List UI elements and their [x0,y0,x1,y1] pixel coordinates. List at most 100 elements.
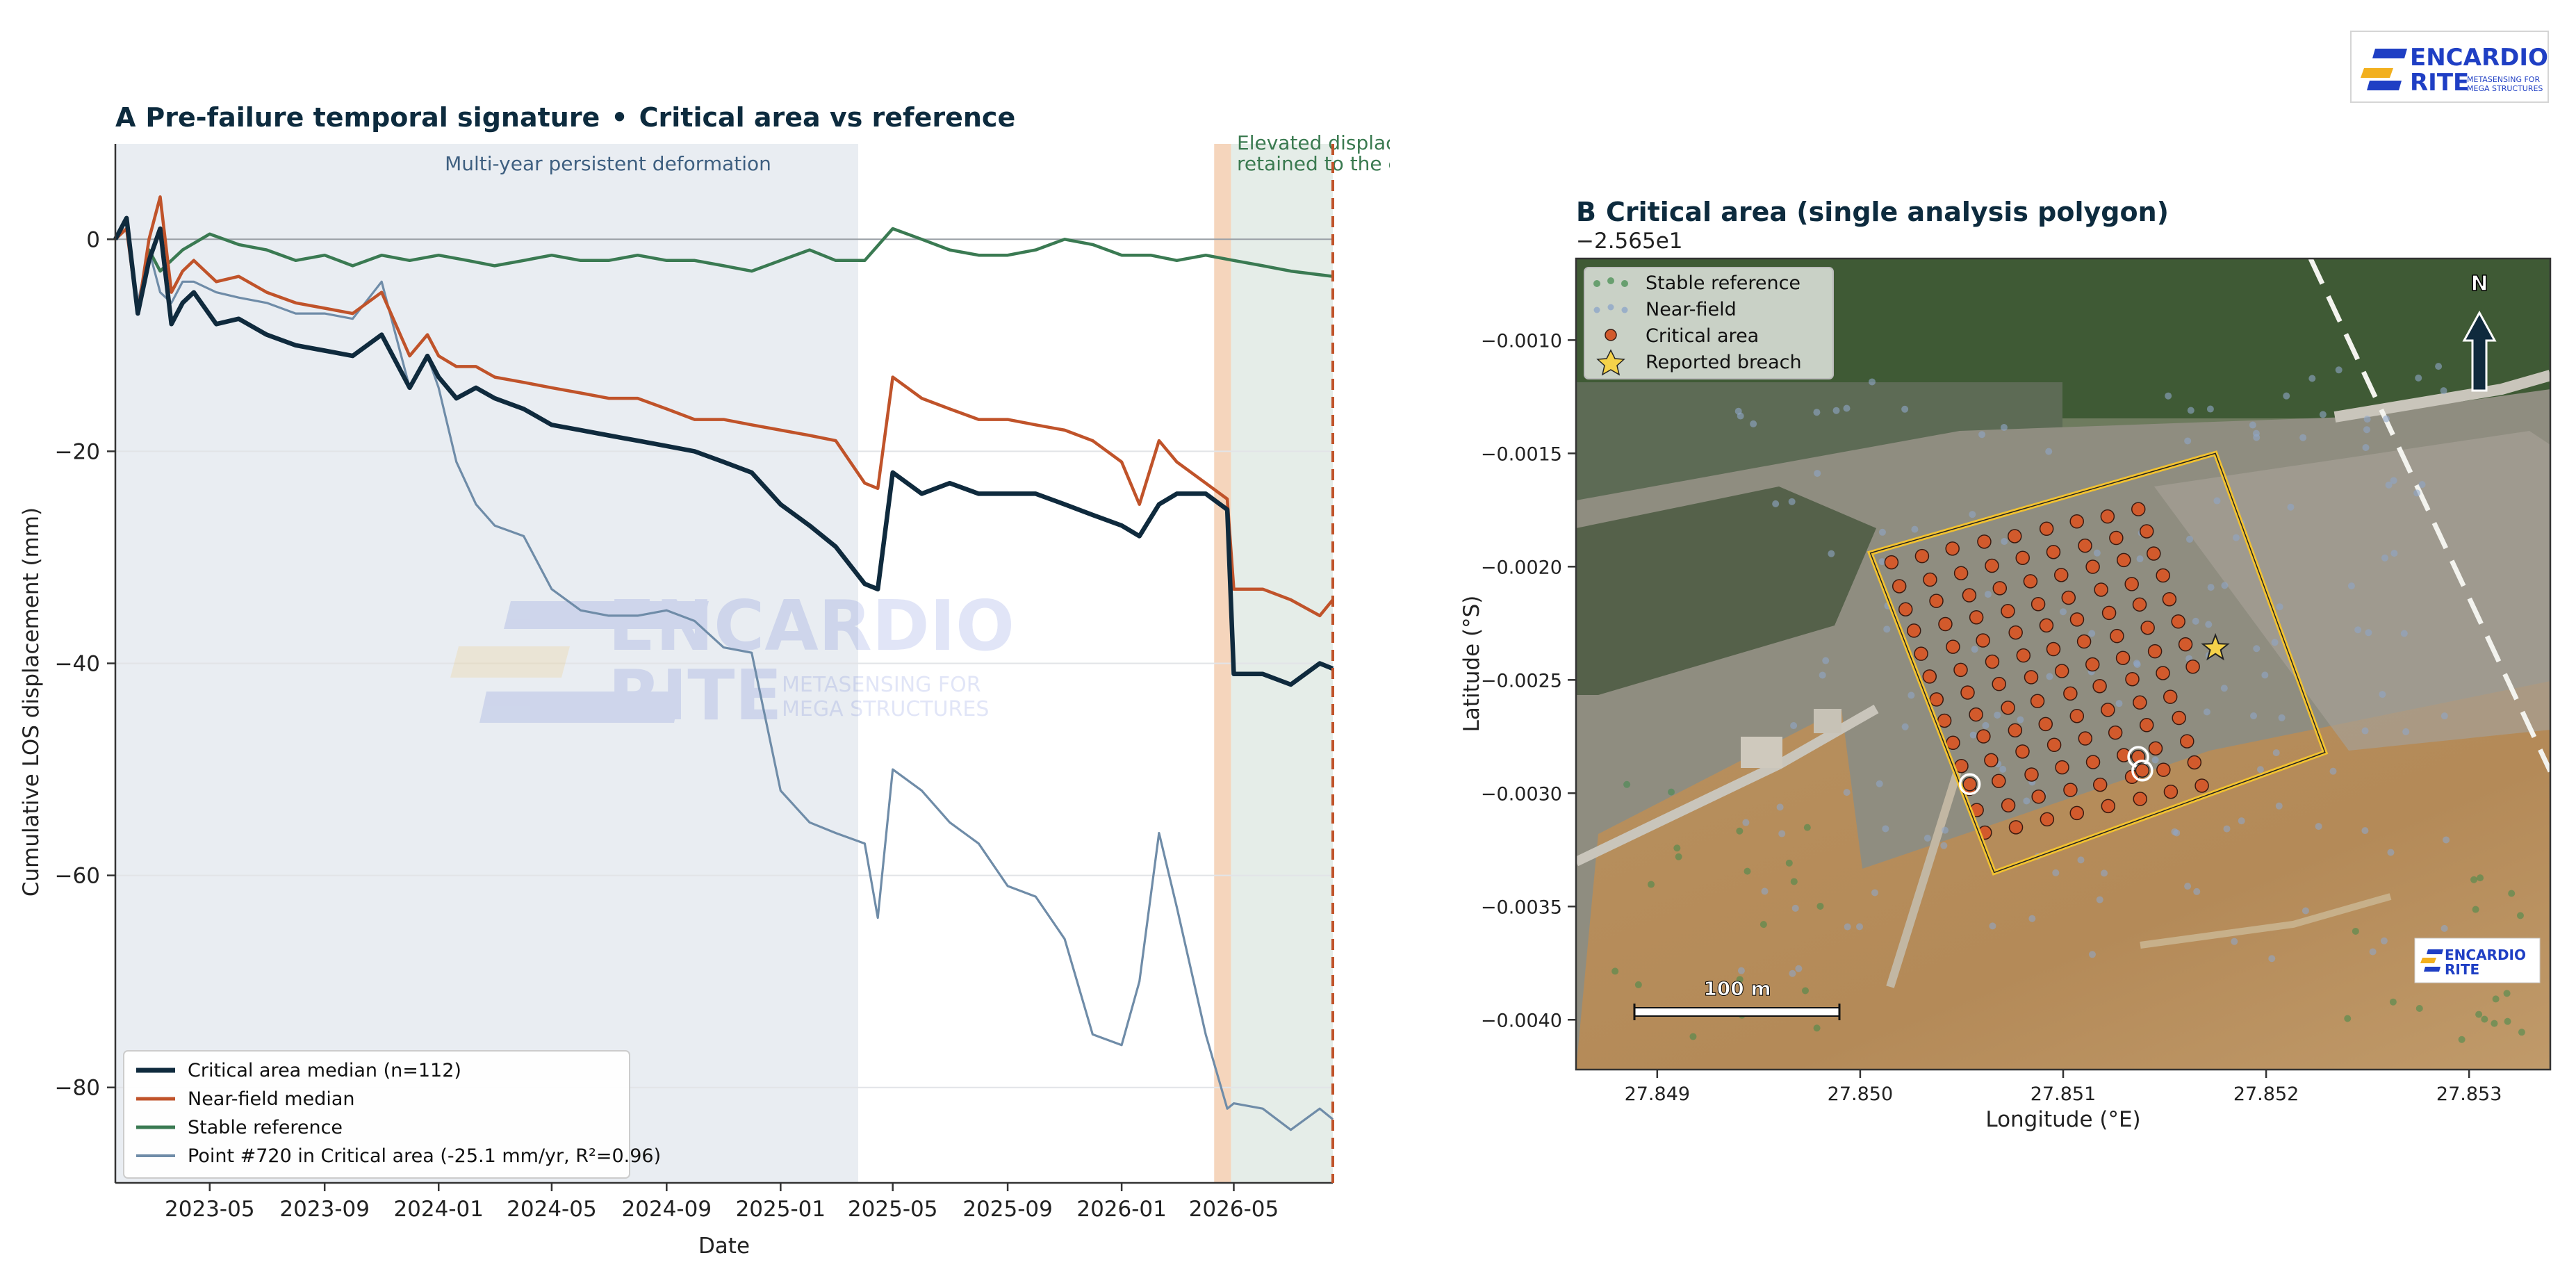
near-field-point [2362,443,2370,451]
y-tick-label: −60 [55,864,100,889]
y-tick-label: −80 [55,1076,100,1101]
x-tick-label: 2025-01 [736,1197,826,1222]
near-field-point [2354,626,2362,634]
near-field-point [2088,630,2096,637]
critical-area-point [2069,708,2085,723]
near-field-point [2440,924,2448,932]
series-lines [113,195,1334,1131]
near-field-point [2443,836,2450,844]
near-field-point [1855,923,1863,931]
near-field-point [2402,728,2410,735]
near-field-point [2272,749,2280,757]
near-field-point [1828,550,1835,557]
svg-text:ENCARDIO: ENCARDIO [608,585,1015,666]
critical-area-point [2016,648,2031,663]
annotation-elevated-line2: retained to the event [1237,152,1390,175]
critical-area-point [2024,670,2039,685]
stable-reference-point [1816,902,1824,910]
stable-reference-point [2508,890,2516,897]
near-field-point [1737,967,1745,974]
near-field-point [2023,797,2031,805]
brand-logo: ENCARDIO RITE METASENSING FOR MEGA STRUC… [2350,31,2549,103]
critical-area-point [2147,546,2161,561]
stable-reference-point [1634,981,1642,988]
critical-area-point [2078,731,2093,746]
critical-area-point [2185,660,2200,674]
panel-a: A Pre-failure temporal signature • Critical… [19,102,1390,1259]
map-legend-critical: Critical area [1646,325,1759,347]
near-field-point [2390,477,2397,484]
series-line-1 [114,195,1334,618]
near-field-point [1822,657,1830,664]
map-y-tick-label: −0.0035 [1481,897,1562,918]
near-field-point [1994,711,2001,719]
critical-area-point [1945,541,1960,556]
near-field-point [2415,374,2422,382]
critical-area-point [2085,755,2101,769]
near-field-point [1791,904,1799,912]
near-field-point [2249,421,2256,429]
critical-area-point [2100,509,2115,524]
critical-area-point [2031,790,2046,804]
map-x-axis-label: Longitude (°E) [1985,1107,2140,1132]
highlighted-point-core [1962,777,1977,792]
near-field-point [1878,558,1886,566]
near-field-point [2382,415,2390,423]
stable-reference-point [2518,1029,2525,1036]
near-field-point [1978,431,1986,439]
map-y-tick-label: −0.0030 [1481,783,1562,805]
near-field-point [2440,387,2447,395]
near-field-point [1795,965,1803,972]
near-field-point [1832,407,1840,414]
near-field-point [1923,835,1931,842]
highlighted-point [1958,773,1981,796]
near-field-point [1982,721,1990,729]
legend-stable: Stable reference [188,1117,343,1138]
critical-area-point [2015,744,2030,759]
x-tick-label: 2023-09 [279,1197,370,1222]
stable-reference-point [1689,1033,1697,1040]
near-field-point [1908,692,1915,699]
near-field-point [2207,584,2215,591]
critical-area-point [1914,646,1928,661]
stable-reference-point [1736,827,1744,835]
near-field-point [2223,825,2231,833]
scalebar: 100 m [1633,977,1841,1020]
map-y-axis-label: Latitude (°S) [1459,596,1484,733]
critical-area-point [2101,605,2117,621]
near-field-point [2192,617,2199,625]
near-field-point [2271,639,2279,646]
critical-area-point [2008,723,2023,738]
map-x-tick-label: 27.851 [2031,1083,2096,1105]
y-axis-label: Cumulative LOS displacement (mm) [19,507,44,897]
y-offset-label: −2.565e1 [1576,229,1683,254]
critical-area-point [2187,755,2202,770]
critical-area-point [1992,774,2006,789]
stable-reference-point [1785,859,1793,867]
stable-reference-point [2503,990,2511,997]
near-field-point [1742,819,1750,826]
near-field-point [1971,646,1978,653]
critical-area-point [2156,568,2170,583]
critical-area-point [1977,534,1992,549]
x-tick-label: 2025-05 [848,1197,938,1222]
critical-area-point [2092,777,2108,792]
near-field-point [2184,437,2192,445]
critical-area-point [2140,620,2155,635]
critical-area-point [2110,628,2124,644]
critical-area-point [1976,633,1990,648]
critical-area-point [2007,529,2022,543]
critical-area-point [2031,596,2046,612]
critical-area-point [1946,639,1960,654]
near-field-point [2088,951,2096,958]
near-field-point [1969,731,1977,739]
map-y-tick-label: −0.0020 [1481,557,1562,578]
stable-reference-point [1673,844,1681,852]
near-field-point [2400,630,2408,637]
north-arrow: N [2462,271,2497,392]
critical-area-point [2040,812,2055,827]
near-field-point [2361,827,2369,835]
near-field-point [2287,503,2295,511]
near-field-point [2385,481,2393,489]
map-x-tick-label: 27.850 [1828,1083,1893,1105]
